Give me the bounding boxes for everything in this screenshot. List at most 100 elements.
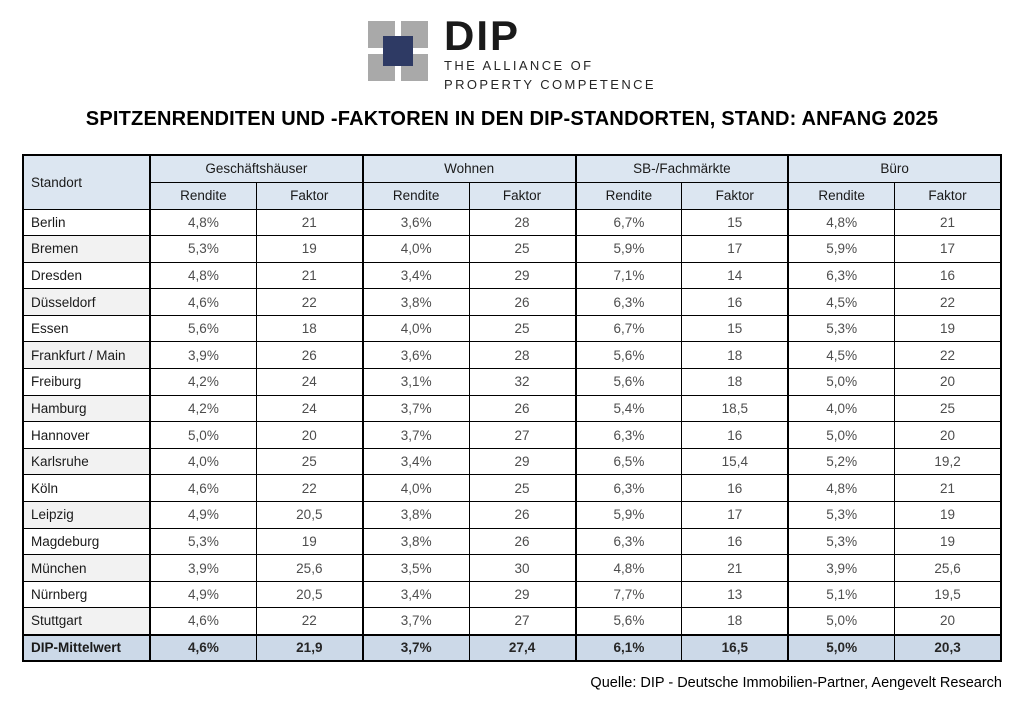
value-cell: 7,1% xyxy=(574,261,683,290)
value-cell: 32 xyxy=(468,368,577,396)
value-cell: 6,3% xyxy=(574,288,683,316)
sub-header: Faktor xyxy=(255,181,364,210)
value-cell: 4,6% xyxy=(148,474,257,503)
table-row: Hamburg 4,2% 24 3,7% 26 5,4% 18,5 4,0% 25 xyxy=(22,394,1002,423)
standort-cell: Stuttgart xyxy=(22,607,151,635)
value-cell: 4,0% xyxy=(361,235,470,263)
table-row: Frankfurt / Main 3,9% 26 3,6% 28 5,6% 18 4,5% 22 xyxy=(22,341,1002,370)
standort-cell: München xyxy=(22,554,151,582)
standort-cell: Nürnberg xyxy=(22,580,151,609)
sub-header: Faktor xyxy=(681,181,789,210)
value-cell: 21 xyxy=(255,261,364,290)
table-row: Magdeburg 5,3% 19 3,8% 26 6,3% 16 5,3% 19 xyxy=(22,527,1002,556)
table-row: Nürnberg 4,9% 20,5 3,4% 29 7,7% 13 5,1% 19,5 xyxy=(22,580,1002,609)
value-cell: 18 xyxy=(681,341,789,370)
value-cell: 5,0% xyxy=(787,607,896,635)
value-cell: 5,9% xyxy=(574,235,683,263)
standort-cell: Bremen xyxy=(22,235,151,263)
standort-cell: Hamburg xyxy=(22,394,151,423)
value-cell: 5,9% xyxy=(787,235,896,263)
value-cell: 29 xyxy=(468,447,577,476)
value-cell: 15 xyxy=(681,208,789,237)
value-cell: 16 xyxy=(681,288,789,316)
value-cell: 20 xyxy=(255,421,364,449)
sub-header: Faktor xyxy=(468,181,577,210)
value-cell: 5,3% xyxy=(787,501,896,529)
value-cell: 7,7% xyxy=(574,580,683,609)
value-cell: 5,0% xyxy=(148,421,257,449)
value-cell: 4,0% xyxy=(148,447,257,476)
value-cell: 4,0% xyxy=(361,314,470,343)
standort-cell: Frankfurt / Main xyxy=(22,341,151,370)
value-cell: 4,6% xyxy=(148,633,257,662)
value-cell: 4,8% xyxy=(787,474,896,503)
value-cell: 22 xyxy=(255,607,364,635)
logo-blue-square-icon xyxy=(383,36,413,66)
value-cell: 3,7% xyxy=(361,421,470,449)
value-cell: 3,9% xyxy=(148,554,257,582)
value-cell: 3,5% xyxy=(361,554,470,582)
value-cell: 4,6% xyxy=(148,607,257,635)
table-row: Dresden 4,8% 21 3,4% 29 7,1% 14 6,3% 16 xyxy=(22,261,1002,290)
standort-cell: Magdeburg xyxy=(22,527,151,556)
standort-cell: Düsseldorf xyxy=(22,288,151,316)
value-cell: 4,5% xyxy=(787,288,896,316)
value-cell: 17 xyxy=(681,501,789,529)
value-cell: 22 xyxy=(255,288,364,316)
value-cell: 24 xyxy=(255,394,364,423)
standort-cell: Leipzig xyxy=(22,501,151,529)
group-header: Büro xyxy=(787,154,1002,183)
value-cell: 5,3% xyxy=(787,527,896,556)
group-header: Geschäftshäuser xyxy=(149,154,364,183)
value-cell: 3,7% xyxy=(361,633,470,662)
table-row: Düsseldorf 4,6% 22 3,8% 26 6,3% 16 4,5% 22 xyxy=(22,288,1002,316)
value-cell: 18 xyxy=(681,368,789,396)
value-cell: 21 xyxy=(894,474,1002,503)
value-cell: 19 xyxy=(255,527,364,556)
table-row: Hannover 5,0% 20 3,7% 27 6,3% 16 5,0% 20 xyxy=(22,421,1002,449)
value-cell: 26 xyxy=(468,394,577,423)
dip-logo: DIP THE ALLIANCE OF PROPERTY COMPETENCE xyxy=(0,0,1024,92)
value-cell: 20,5 xyxy=(255,580,364,609)
value-cell: 5,3% xyxy=(148,235,257,263)
table-row: München 3,9% 25,6 3,5% 30 4,8% 21 3,9% 25,6 xyxy=(22,554,1002,582)
value-cell: 29 xyxy=(468,580,577,609)
value-cell: 26 xyxy=(468,288,577,316)
value-cell: 3,7% xyxy=(361,607,470,635)
value-cell: 4,5% xyxy=(787,341,896,370)
standort-cell: DIP-Mittelwert xyxy=(22,633,151,662)
value-cell: 6,7% xyxy=(574,314,683,343)
value-cell: 21 xyxy=(681,554,789,582)
value-cell: 28 xyxy=(468,208,577,237)
logo-text: DIP THE ALLIANCE OF PROPERTY COMPETENCE xyxy=(444,15,656,93)
value-cell: 15,4 xyxy=(681,447,789,476)
value-cell: 4,8% xyxy=(787,208,896,237)
value-cell: 16,5 xyxy=(681,633,789,662)
value-cell: 3,8% xyxy=(361,501,470,529)
value-cell: 17 xyxy=(681,235,789,263)
value-cell: 6,3% xyxy=(574,527,683,556)
value-cell: 3,1% xyxy=(361,368,470,396)
value-cell: 16 xyxy=(681,421,789,449)
logo-tagline-line2: PROPERTY COMPETENCE xyxy=(444,77,656,93)
value-cell: 19,5 xyxy=(894,580,1002,609)
sub-header: Rendite xyxy=(787,181,896,210)
value-cell: 4,9% xyxy=(148,501,257,529)
value-cell: 25 xyxy=(255,447,364,476)
sub-header: Rendite xyxy=(574,181,683,210)
value-cell: 5,0% xyxy=(787,633,896,662)
summary-row: DIP-Mittelwert 4,6% 21,9 3,7% 27,4 6,1% 16,5 5,… xyxy=(22,633,1002,662)
value-cell: 27 xyxy=(468,607,577,635)
value-cell: 6,3% xyxy=(574,474,683,503)
value-cell: 4,2% xyxy=(148,368,257,396)
value-cell: 5,0% xyxy=(787,368,896,396)
value-cell: 24 xyxy=(255,368,364,396)
table-row: Essen 5,6% 18 4,0% 25 6,7% 15 5,3% 19 xyxy=(22,314,1002,343)
standort-cell: Berlin xyxy=(22,208,151,237)
value-cell: 19 xyxy=(894,501,1002,529)
value-cell: 16 xyxy=(681,527,789,556)
value-cell: 22 xyxy=(255,474,364,503)
value-cell: 20 xyxy=(894,368,1002,396)
value-cell: 4,8% xyxy=(148,208,257,237)
standort-cell: Dresden xyxy=(22,261,151,290)
